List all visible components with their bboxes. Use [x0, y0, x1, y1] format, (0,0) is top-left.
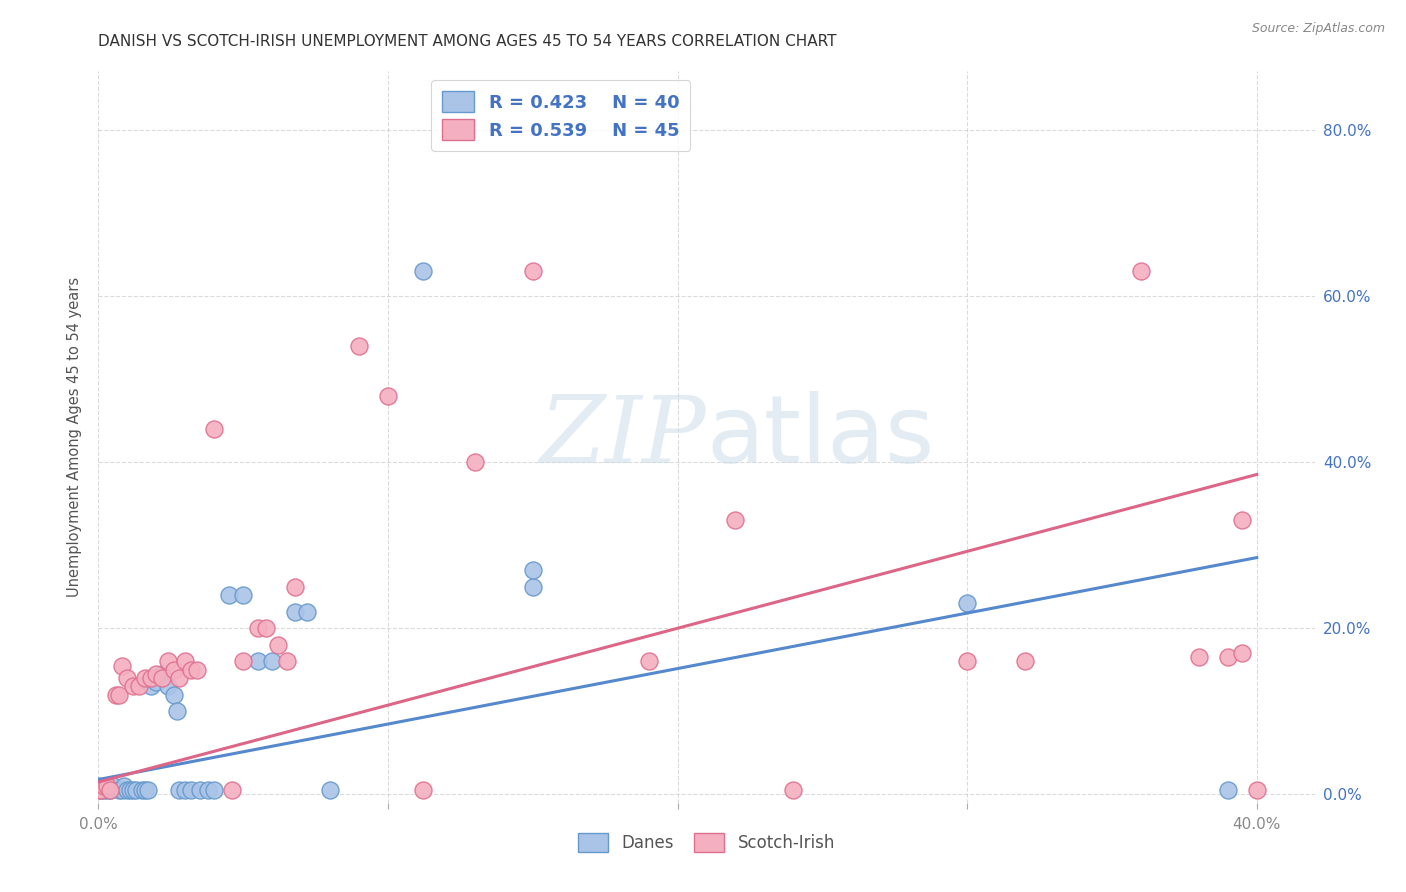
Point [125, 783, 148, 797]
Point [232, 655, 254, 669]
Point [202, 783, 225, 797]
Point [93, 783, 115, 797]
Point [1246, 783, 1268, 797]
Point [412, 264, 434, 278]
Point [956, 596, 979, 610]
Text: Source: ZipAtlas.com: Source: ZipAtlas.com [1251, 22, 1385, 36]
Point [166, 705, 188, 719]
Point [1216, 650, 1239, 665]
Point [319, 783, 342, 797]
Point [267, 638, 290, 652]
Point [284, 605, 307, 619]
Point [174, 655, 197, 669]
Point [1188, 650, 1211, 665]
Point [114, 779, 136, 793]
Point [1014, 655, 1036, 669]
Point [90, 783, 112, 797]
Point [464, 455, 486, 469]
Point [163, 688, 186, 702]
Point [782, 783, 804, 797]
Point [218, 588, 240, 602]
Point [98, 783, 121, 797]
Point [188, 783, 211, 797]
Point [377, 388, 399, 402]
Point [136, 783, 159, 797]
Point [295, 605, 318, 619]
Point [276, 655, 298, 669]
Point [724, 513, 747, 527]
Point [347, 338, 370, 352]
Point [117, 671, 139, 685]
Point [202, 422, 225, 436]
Point [522, 563, 544, 577]
Point [163, 663, 186, 677]
Point [1232, 513, 1254, 527]
Point [120, 783, 142, 797]
Point [246, 621, 269, 635]
Point [87, 779, 110, 793]
Text: atlas: atlas [707, 391, 935, 483]
Point [110, 658, 132, 673]
Point [150, 671, 173, 685]
Point [232, 588, 254, 602]
Point [174, 783, 197, 797]
Point [96, 779, 118, 793]
Point [180, 783, 202, 797]
Legend: Danes, Scotch-Irish: Danes, Scotch-Irish [569, 824, 844, 860]
Point [180, 663, 202, 677]
Point [101, 779, 124, 793]
Point [522, 264, 544, 278]
Point [197, 783, 219, 797]
Point [246, 655, 269, 669]
Point [93, 779, 115, 793]
Point [134, 783, 156, 797]
Point [156, 680, 179, 694]
Y-axis label: Unemployment Among Ages 45 to 54 years: Unemployment Among Ages 45 to 54 years [67, 277, 83, 597]
Text: DANISH VS SCOTCH-IRISH UNEMPLOYMENT AMONG AGES 45 TO 54 YEARS CORRELATION CHART: DANISH VS SCOTCH-IRISH UNEMPLOYMENT AMON… [98, 35, 837, 49]
Point [169, 783, 191, 797]
Point [131, 783, 153, 797]
Point [134, 671, 156, 685]
Point [637, 655, 659, 669]
Point [150, 667, 173, 681]
Point [107, 688, 129, 702]
Point [156, 655, 179, 669]
Point [186, 663, 208, 677]
Point [284, 580, 307, 594]
Point [90, 783, 112, 797]
Point [98, 783, 121, 797]
Point [107, 783, 129, 797]
Point [117, 783, 139, 797]
Point [1129, 264, 1152, 278]
Point [128, 680, 150, 694]
Point [412, 783, 434, 797]
Point [169, 671, 191, 685]
Point [110, 783, 132, 797]
Point [145, 667, 167, 681]
Point [122, 783, 145, 797]
Text: ZIP: ZIP [540, 392, 707, 482]
Point [254, 621, 277, 635]
Point [956, 655, 979, 669]
Point [139, 680, 162, 694]
Point [1216, 783, 1239, 797]
Point [122, 680, 145, 694]
Point [145, 675, 167, 690]
Point [1232, 646, 1254, 660]
Point [522, 580, 544, 594]
Point [139, 671, 162, 685]
Point [104, 688, 127, 702]
Point [96, 783, 118, 797]
Point [87, 783, 110, 797]
Point [221, 783, 243, 797]
Point [262, 655, 284, 669]
